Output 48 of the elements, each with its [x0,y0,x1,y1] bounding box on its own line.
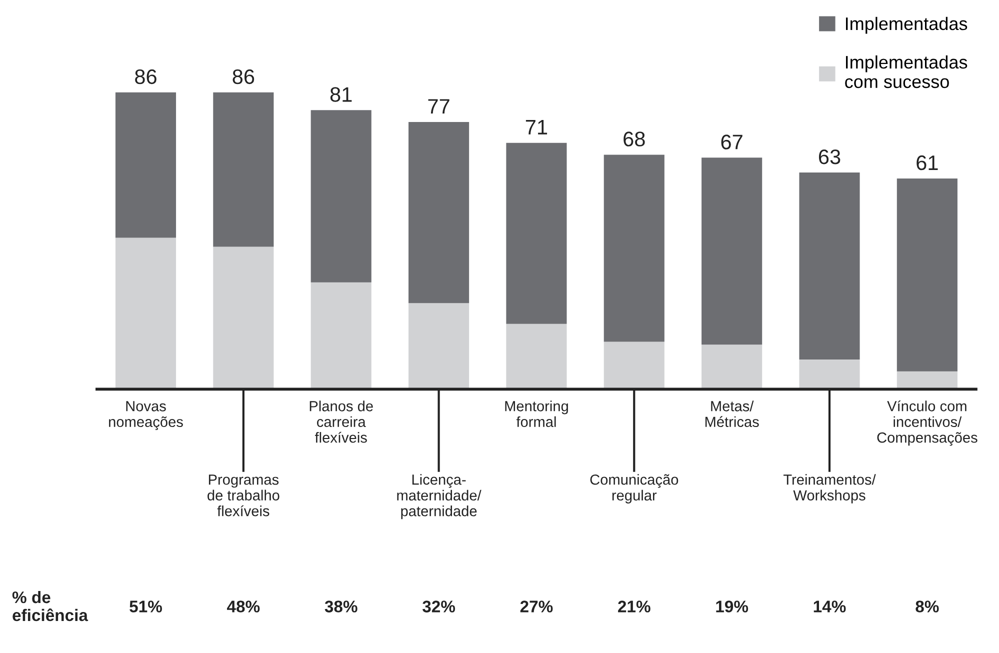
annotation: 67 [721,134,742,150]
text: 19% [716,600,748,612]
text: 8% [916,600,939,612]
text: 38% [324,600,358,612]
bar [799,360,860,390]
text: 14% [814,600,846,612]
x-tick-label: Licença- maternidade/ paternidade [397,474,482,520]
x-tick-label: Vínculo com incentivos/ Compensações [877,400,978,446]
annotation: 81 [330,87,352,102]
text: 51% [130,600,162,612]
bar [115,238,176,390]
bar [115,92,176,238]
bar [506,324,567,390]
x-tick-label: Mentoring formal [505,400,568,428]
annotation: 63 [818,149,840,164]
annotation: 71 [526,120,548,134]
legend-label: Implementadas com sucesso [845,55,968,88]
annotation: 77 [428,99,450,114]
annotation: 61 [916,155,938,170]
x-tick-label: Novas nomeações [109,401,183,430]
x-tick-label: Treinamentos/ Workshops [784,474,876,504]
x-tick-label: Planos de carreira flexíveis [310,400,373,443]
x-tick-label: Metas/ Métricas [705,400,759,428]
annotation: 86 [135,69,156,84]
text: 32% [422,600,456,612]
legend-label: Implementadas [846,16,968,34]
bar [310,110,372,282]
bar [604,342,664,390]
text: 21% [618,600,650,612]
bar [310,282,372,390]
x-tick-label: Programas de trabalho flexíveis [208,474,280,516]
bar [896,178,958,372]
text: % de eficiência [12,590,88,622]
bar [213,92,274,247]
bar [896,371,958,390]
annotation: 68 [624,132,645,146]
text: 27% [520,600,553,612]
bar [799,172,860,360]
bar [408,303,470,390]
bar [408,122,470,304]
x-tick-label: Comunicação regular [590,474,678,504]
bar [702,158,762,345]
bar [213,246,274,390]
text: 48% [226,600,260,612]
annotation: 86 [232,69,254,84]
bar [702,344,762,390]
bar [506,142,567,324]
bar [604,154,664,342]
